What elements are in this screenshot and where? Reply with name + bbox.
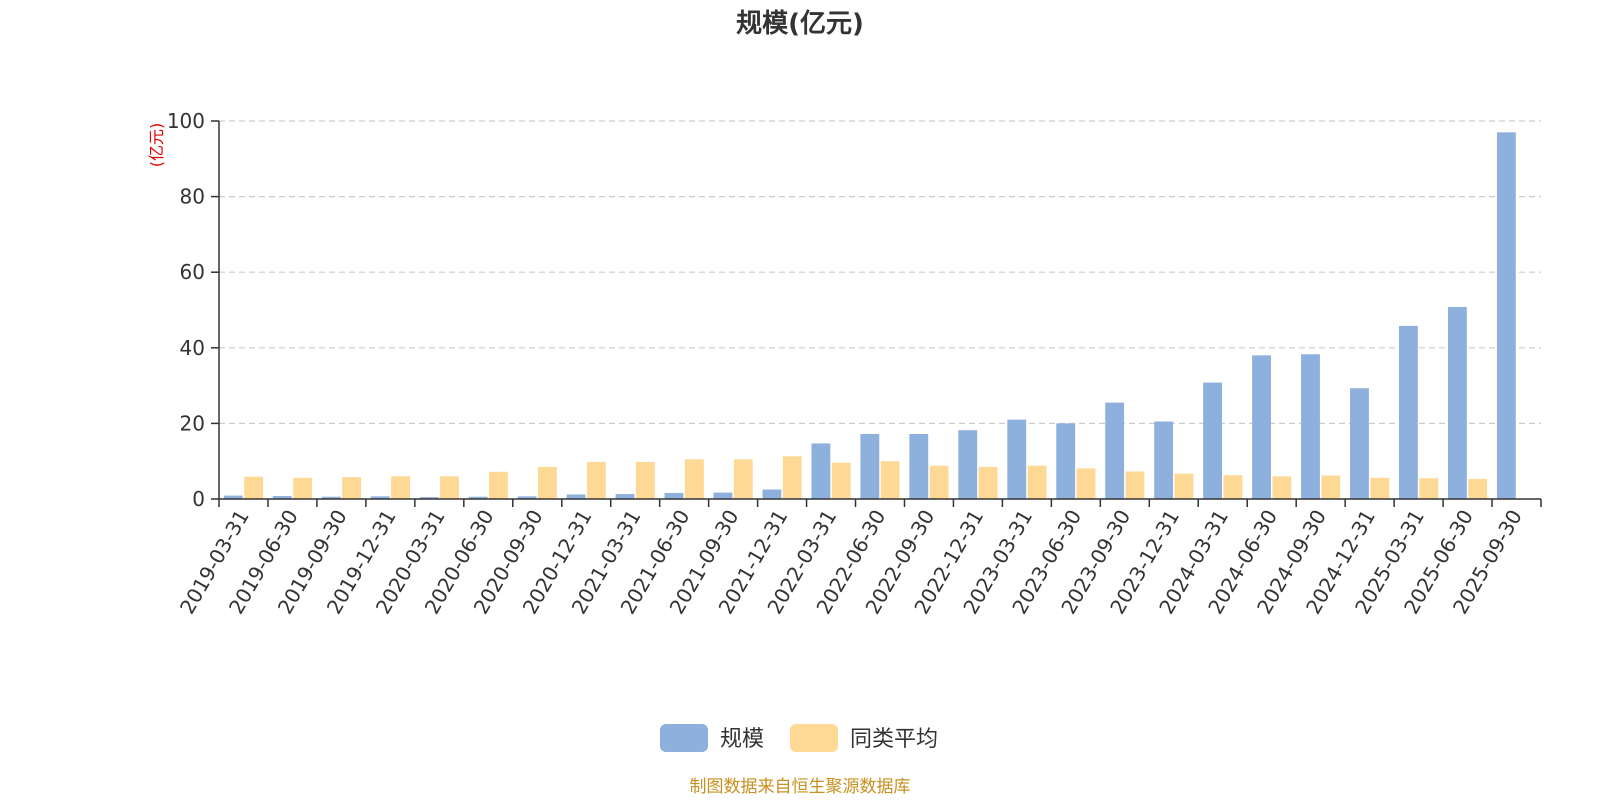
bar-scale-2021-09-30: [713, 492, 733, 499]
bar-scale-2021-12-31: [762, 489, 782, 499]
y-tick-label-20: 20: [180, 411, 205, 435]
axes: 0204060801002019-03-312019-06-302019-09-…: [167, 109, 1542, 618]
bar-scale-2020-03-31: [419, 497, 439, 499]
bar-peer-average-2022-12-31: [978, 466, 998, 499]
bar-scale-2022-09-30: [909, 433, 929, 499]
bar-peer-average-2023-06-30: [1076, 468, 1096, 499]
gridlines: [219, 120, 1541, 424]
data-source-note: 制图数据来自恒生聚源数据库: [690, 777, 911, 797]
bar-peer-average-2021-03-31: [635, 461, 655, 499]
bar-peer-average-2024-03-31: [1223, 475, 1243, 499]
y-tick-label-80: 80: [180, 185, 205, 209]
bar-scale-2019-03-31: [223, 495, 243, 499]
bar-scale-2022-03-31: [811, 443, 831, 499]
legend-label-scale: 规模: [720, 727, 764, 752]
bar-scale-2019-06-30: [272, 495, 292, 499]
y-tick-label-60: 60: [180, 260, 205, 284]
y-tick-label-0: 0: [192, 487, 205, 511]
bar-peer-average-2022-06-30: [880, 461, 900, 499]
bar-peer-average-2021-06-30: [684, 459, 704, 499]
bar-scale-2024-03-31: [1203, 382, 1223, 499]
bar-scale-2021-06-30: [664, 492, 684, 499]
bar-scale-2022-06-30: [860, 433, 880, 499]
bar-peer-average-2019-06-30: [293, 477, 313, 499]
bar-peer-average-2025-03-31: [1419, 478, 1439, 499]
bar-scale-2020-09-30: [517, 496, 537, 499]
bar-peer-average-2024-12-31: [1370, 477, 1390, 499]
legend-label-peer-average: 同类平均: [850, 727, 938, 752]
bar-scale-2025-09-30: [1496, 132, 1516, 499]
bar-peer-average-2021-09-30: [733, 459, 753, 499]
legend-swatch-scale: [660, 724, 708, 752]
bar-scale-2023-09-30: [1105, 402, 1125, 499]
bar-peer-average-2020-12-31: [586, 461, 606, 499]
bar-peer-average-2022-09-30: [929, 465, 949, 499]
bar-peer-average-2020-03-31: [440, 476, 459, 499]
bar-scale-2023-03-31: [1007, 419, 1027, 499]
bar-peer-average-2021-12-31: [782, 456, 802, 499]
bar-peer-average-2023-03-31: [1027, 465, 1047, 499]
bar-peer-average-2024-09-30: [1321, 475, 1341, 499]
bars: [223, 132, 1516, 499]
bar-peer-average-2022-03-31: [831, 462, 851, 499]
bar-scale-2020-06-30: [468, 496, 488, 499]
bar-scale-2022-12-31: [958, 430, 978, 499]
bar-scale-2021-03-31: [615, 494, 635, 499]
bar-peer-average-2023-09-30: [1125, 471, 1145, 499]
bar-peer-average-2019-03-31: [244, 476, 264, 499]
bar-scale-2023-12-31: [1154, 421, 1174, 499]
bar-scale-2023-06-30: [1056, 423, 1076, 499]
bar-peer-average-2025-06-30: [1468, 478, 1488, 499]
bar-peer-average-2019-09-30: [342, 477, 361, 499]
bar-peer-average-2020-06-30: [489, 471, 508, 499]
bar-scale-2024-12-31: [1350, 388, 1369, 499]
bar-scale-2024-06-30: [1252, 355, 1271, 499]
y-tick-label-40: 40: [180, 336, 205, 360]
legend-swatch-peer-average: [790, 724, 838, 752]
bar-scale-2019-09-30: [321, 496, 341, 499]
bar-scale-2019-12-31: [370, 496, 390, 499]
bar-peer-average-2024-06-30: [1272, 476, 1292, 499]
bar-peer-average-2019-12-31: [391, 476, 410, 499]
bar-scale-2025-06-30: [1447, 306, 1467, 499]
legend-item-scale[interactable]: 规模: [660, 724, 764, 752]
chart-title: 规模(亿元): [736, 9, 864, 39]
legend[interactable]: 规模 同类平均: [660, 724, 938, 752]
bar-scale-2024-09-30: [1301, 354, 1320, 499]
y-tick-label-100: 100: [167, 109, 205, 133]
bar-peer-average-2020-09-30: [537, 466, 557, 499]
bar-scale-2020-12-31: [566, 494, 586, 499]
y-axis-unit: (亿元): [147, 123, 166, 168]
legend-item-peer-average[interactable]: 同类平均: [790, 724, 938, 752]
bar-scale-2025-03-31: [1399, 325, 1418, 499]
bar-peer-average-2023-12-31: [1174, 473, 1194, 499]
